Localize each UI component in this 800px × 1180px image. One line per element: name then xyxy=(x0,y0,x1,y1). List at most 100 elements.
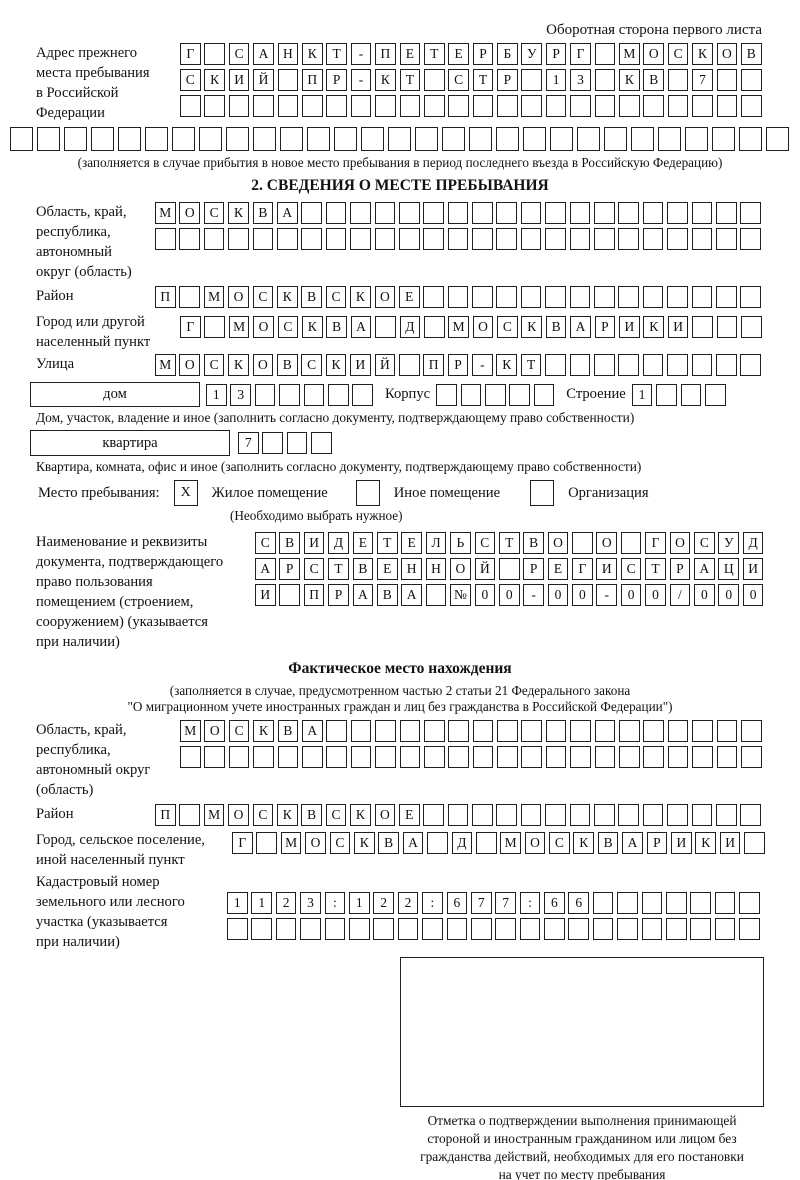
char-box[interactable]: Д xyxy=(451,832,473,854)
char-box[interactable] xyxy=(275,918,297,940)
char-box[interactable] xyxy=(545,354,566,376)
char-box[interactable] xyxy=(373,918,394,940)
char-box[interactable] xyxy=(423,804,444,826)
char-box[interactable]: С xyxy=(203,354,225,376)
char-box[interactable] xyxy=(204,316,225,338)
char-box[interactable]: О xyxy=(596,532,618,554)
char-box[interactable]: К xyxy=(350,286,371,308)
char-box[interactable] xyxy=(618,804,640,826)
char-box[interactable]: Г xyxy=(645,532,666,554)
char-box[interactable]: О xyxy=(305,832,326,854)
char-box[interactable]: А xyxy=(255,558,276,580)
char-box[interactable] xyxy=(374,202,396,224)
char-box[interactable]: Г xyxy=(570,43,591,65)
char-box[interactable] xyxy=(397,918,419,940)
char-box[interactable] xyxy=(549,127,574,151)
char-box[interactable] xyxy=(262,432,283,454)
char-box[interactable]: С xyxy=(474,532,496,554)
char-box[interactable] xyxy=(630,127,655,151)
char-box[interactable] xyxy=(714,918,736,940)
char-box[interactable] xyxy=(472,720,494,742)
char-box[interactable] xyxy=(667,286,688,308)
char-box[interactable] xyxy=(472,286,493,308)
char-box[interactable] xyxy=(422,918,443,940)
char-box[interactable] xyxy=(325,228,347,250)
char-box[interactable] xyxy=(594,69,616,91)
char-box[interactable] xyxy=(227,918,248,940)
char-box[interactable]: И xyxy=(228,69,250,91)
char-box[interactable] xyxy=(254,383,276,406)
char-box[interactable]: А xyxy=(276,202,298,224)
char-box[interactable] xyxy=(253,746,274,768)
char-box[interactable] xyxy=(360,127,385,151)
char-box[interactable]: О xyxy=(253,316,274,338)
char-box[interactable]: А xyxy=(253,43,274,65)
char-box[interactable]: Е xyxy=(401,532,422,554)
char-box[interactable]: 0 xyxy=(498,584,520,606)
char-box[interactable]: С xyxy=(620,558,642,580)
char-box[interactable]: / xyxy=(669,584,691,606)
char-box[interactable] xyxy=(715,286,737,308)
char-box[interactable]: И xyxy=(742,558,764,580)
char-box[interactable] xyxy=(256,832,277,854)
char-box[interactable]: Р xyxy=(523,558,544,580)
char-box[interactable] xyxy=(618,286,640,308)
char-box[interactable]: С xyxy=(667,43,689,65)
char-box[interactable]: К xyxy=(695,832,717,854)
char-box[interactable]: Т xyxy=(399,69,421,91)
char-box[interactable] xyxy=(446,918,468,940)
char-box[interactable] xyxy=(570,746,591,768)
char-box[interactable]: Г xyxy=(232,832,253,854)
char-box[interactable] xyxy=(171,127,196,151)
char-box[interactable]: 0 xyxy=(547,584,569,606)
char-box[interactable]: М xyxy=(155,354,176,376)
char-box[interactable] xyxy=(398,354,420,376)
char-box[interactable]: К xyxy=(643,316,665,338)
char-box[interactable] xyxy=(348,918,370,940)
char-box[interactable]: О xyxy=(547,532,569,554)
char-box[interactable] xyxy=(520,286,542,308)
char-box[interactable]: 6 xyxy=(544,892,565,914)
char-box[interactable] xyxy=(520,804,542,826)
char-box[interactable] xyxy=(399,746,421,768)
char-box[interactable] xyxy=(350,202,371,224)
char-box[interactable]: У xyxy=(521,43,543,65)
char-box[interactable] xyxy=(90,127,115,151)
char-box[interactable] xyxy=(387,127,412,151)
char-box[interactable] xyxy=(642,804,664,826)
char-box[interactable] xyxy=(277,95,299,117)
char-box[interactable]: Ц xyxy=(718,558,740,580)
char-box[interactable] xyxy=(180,95,201,117)
char-box[interactable] xyxy=(327,383,349,406)
char-box[interactable]: А xyxy=(352,584,374,606)
char-box[interactable]: 1 xyxy=(545,69,567,91)
char-box[interactable]: 1 xyxy=(206,383,227,406)
char-box[interactable] xyxy=(620,532,642,554)
char-box[interactable]: Й xyxy=(253,69,274,91)
char-box[interactable] xyxy=(594,804,615,826)
char-box[interactable] xyxy=(594,95,616,117)
char-box[interactable]: - xyxy=(350,69,372,91)
char-box[interactable]: Н xyxy=(401,558,422,580)
char-box[interactable] xyxy=(667,95,689,117)
char-box[interactable] xyxy=(740,228,761,250)
char-box[interactable]: И xyxy=(671,832,692,854)
char-box[interactable] xyxy=(36,127,61,151)
char-box[interactable] xyxy=(179,228,200,250)
char-box[interactable]: К xyxy=(350,804,371,826)
char-box[interactable]: В xyxy=(301,286,322,308)
char-box[interactable] xyxy=(643,746,665,768)
char-box[interactable]: - xyxy=(523,584,544,606)
char-box[interactable] xyxy=(592,892,614,914)
char-box[interactable] xyxy=(716,746,738,768)
char-box[interactable]: Г xyxy=(572,558,593,580)
char-box[interactable] xyxy=(427,832,448,854)
char-box[interactable] xyxy=(520,202,542,224)
char-box[interactable] xyxy=(740,316,762,338)
char-box[interactable] xyxy=(740,354,761,376)
char-box[interactable]: Р xyxy=(472,43,494,65)
char-box[interactable] xyxy=(117,127,142,151)
char-box[interactable] xyxy=(740,746,762,768)
char-box[interactable] xyxy=(375,95,396,117)
char-box[interactable] xyxy=(155,228,176,250)
